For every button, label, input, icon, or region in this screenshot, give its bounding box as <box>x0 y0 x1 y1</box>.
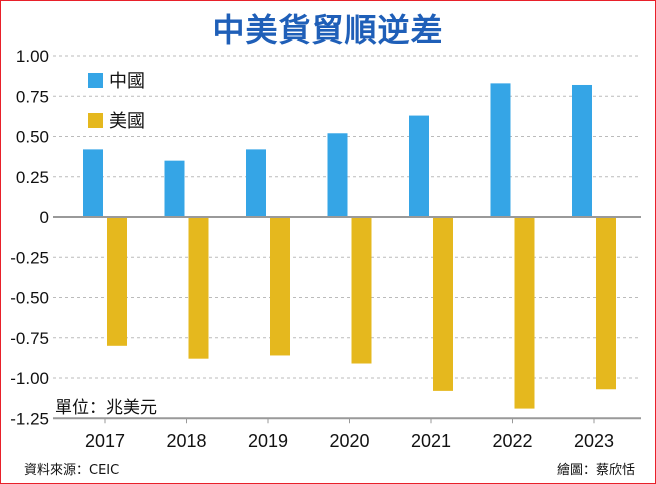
bar-china <box>83 149 103 217</box>
source-note: 資料來源：CEIC <box>24 463 120 478</box>
chart-title: 中美貨貿順逆差 <box>212 11 444 49</box>
legend-item-usa: 美國 <box>88 107 145 133</box>
bar-usa <box>107 217 127 346</box>
y-tick-label: -0.75 <box>10 329 49 348</box>
x-tick-label: 2023 <box>574 431 614 451</box>
y-tick-label: 0 <box>40 208 49 227</box>
x-tick-label: 2017 <box>85 431 125 451</box>
bar-china <box>327 133 348 217</box>
y-tick-label: 1.00 <box>16 47 49 66</box>
legend-label-china: 中國 <box>109 71 145 92</box>
bar-usa <box>433 217 453 391</box>
bar-china <box>490 83 511 218</box>
bar-usa <box>270 217 290 356</box>
x-tick-label: 2021 <box>411 431 451 451</box>
x-tick-label: 2022 <box>492 431 532 451</box>
credit-note: 繪圖：蔡欣恬 <box>556 463 635 478</box>
bar-usa <box>351 217 372 364</box>
bar-china <box>164 160 185 217</box>
y-tick-label: -1.00 <box>10 369 49 388</box>
y-tick-label: 0.50 <box>16 128 49 147</box>
x-tick-label: 2020 <box>329 431 369 451</box>
x-tick-label: 2018 <box>166 431 206 451</box>
x-tick-label: 2019 <box>248 431 288 451</box>
y-tick-label: 0.25 <box>16 168 49 187</box>
bar-usa <box>596 217 616 390</box>
y-tick-label: -0.25 <box>10 248 49 267</box>
bar-china <box>572 84 592 217</box>
legend-label-usa: 美國 <box>109 111 145 132</box>
unit-label: 單位：兆美元 <box>55 398 157 418</box>
bar-china <box>246 149 266 217</box>
y-tick-label: -1.25 <box>10 409 49 428</box>
y-tick-label: 0.75 <box>16 87 49 106</box>
legend-swatch-china <box>88 72 103 88</box>
bar-usa <box>514 217 535 409</box>
legend-swatch-usa <box>88 112 103 128</box>
legend-item-china: 中國 <box>88 67 145 93</box>
bar-china <box>409 115 429 217</box>
bar-usa <box>188 217 209 359</box>
y-tick-label: -0.50 <box>10 289 49 308</box>
